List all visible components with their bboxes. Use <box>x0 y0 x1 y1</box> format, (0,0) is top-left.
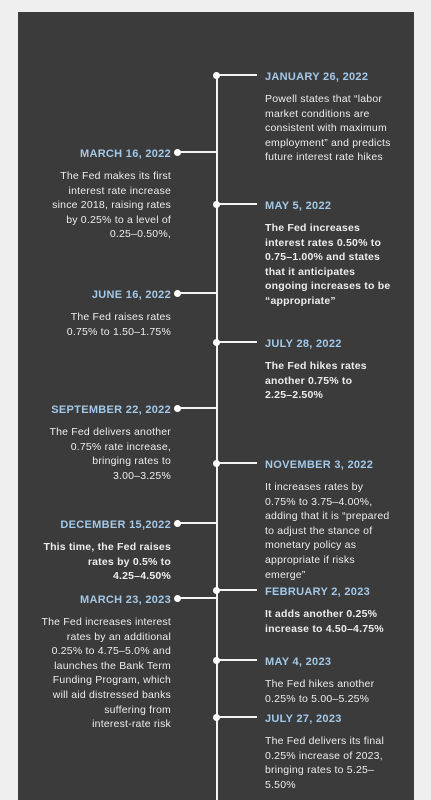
event-text: 4.25–4.50% <box>112 570 171 583</box>
event-text: bringing rates to 5.25– <box>265 764 375 777</box>
node-dot <box>174 519 181 527</box>
event-text: It increases rates by <box>265 481 364 493</box>
connector <box>178 407 218 409</box>
event-text: The Fed hikes rates <box>265 360 367 372</box>
connector <box>178 522 218 524</box>
event-text: interest rate increase <box>68 184 171 197</box>
event-text: The Fed makes its first <box>60 170 171 182</box>
event-text: since 2018, raising rates <box>52 199 171 212</box>
node-dot <box>174 148 181 156</box>
connector <box>178 597 218 599</box>
node-dot <box>213 71 220 79</box>
event-text: another 0.75% to <box>265 374 353 387</box>
event-date: JULY 27, 2023 <box>265 713 342 725</box>
event-text: 3.00–3.25% <box>112 469 171 482</box>
event-text: Funding Program, which <box>52 674 171 687</box>
event-text: launches the Bank Term <box>54 659 171 672</box>
node-dot <box>174 594 181 602</box>
connector <box>217 341 257 343</box>
event-text: The Fed hikes another <box>265 678 375 690</box>
connector <box>217 203 257 205</box>
event-text: future interest rate hikes <box>265 151 383 164</box>
node-dot <box>174 289 181 297</box>
event-text: bringing rates to <box>92 455 171 468</box>
connector <box>178 151 218 153</box>
event-text: increase to 4.50–4.75% <box>265 622 384 635</box>
event-text: 0.75% to 1.50–1.75% <box>66 325 171 338</box>
node-dot <box>213 459 220 467</box>
event-text: The Fed raises rates <box>70 311 171 323</box>
event-date: FEBRUARY 2, 2023 <box>265 586 371 598</box>
event-text: interest-rate risk <box>92 718 171 731</box>
event-text: emerge” <box>265 568 306 581</box>
event-text: 0.25% to 5.00–5.25% <box>265 692 370 705</box>
event-text: 0.25–0.50%, <box>109 228 171 241</box>
event-text: 0.25% increase of 2023, <box>265 749 383 762</box>
node-dot <box>213 338 220 346</box>
event-text: employment” and predicts <box>265 136 391 149</box>
connector <box>217 589 257 591</box>
node-dot <box>174 404 181 412</box>
event-date: MARCH 16, 2022 <box>79 148 171 160</box>
event-text: by 0.25% to a level of <box>66 213 171 226</box>
event-date: JANUARY 26, 2022 <box>265 71 369 83</box>
node-dot <box>213 586 220 594</box>
event-text: rates by 0.5% to <box>87 555 171 568</box>
node-dot <box>213 656 220 664</box>
event-date: JULY 28, 2022 <box>265 338 342 350</box>
event-text: Powell states that “labor <box>265 93 383 105</box>
event-text: 0.75–1.00% and states <box>265 251 381 264</box>
event-text: It adds another 0.25% <box>265 608 378 620</box>
event-text: “appropriate” <box>265 295 336 307</box>
event-date: SEPTEMBER 22, 2022 <box>51 404 171 416</box>
event-text: 0.25% to 4.75–5.0% and <box>51 645 171 658</box>
event-text: 5.50% <box>265 778 296 791</box>
event-text: This time, the Fed raises <box>43 541 171 553</box>
event-date: JUNE 16, 2022 <box>91 289 171 301</box>
event-text: that it anticipates <box>265 265 356 278</box>
event-text: The Fed delivers its final <box>265 735 384 747</box>
event-text: ongoing increases to be <box>265 280 391 293</box>
event-text: consistent with maximum <box>265 122 387 135</box>
event-text: market conditions are <box>265 107 370 120</box>
event-text: The Fed increases interest <box>41 616 171 628</box>
node-dot <box>213 713 220 721</box>
node-dot <box>213 200 220 208</box>
event-text: The Fed increases <box>265 222 361 234</box>
event-text: adding that it is “prepared <box>265 510 390 523</box>
connector <box>178 292 218 294</box>
event-text: rates by an additional <box>66 630 171 643</box>
event-text: 2.25–2.50% <box>265 389 324 402</box>
connector <box>217 659 257 661</box>
event-text: appropriate if risks <box>265 554 355 566</box>
event-date: MARCH 23, 2023 <box>79 594 171 606</box>
event-text: interest rates 0.50% to <box>265 236 382 249</box>
connector <box>217 74 257 76</box>
event-text: suffering from <box>104 703 171 716</box>
event-date: NOVEMBER 3, 2022 <box>265 459 374 471</box>
event-date: DECEMBER 15,2022 <box>60 519 171 531</box>
event-text: will aid distressed banks <box>52 689 171 701</box>
event-text: monetary policy as <box>265 539 357 552</box>
connector <box>217 716 257 718</box>
event-text: 0.75% rate increase, <box>70 440 171 453</box>
event-date: MAY 4, 2023 <box>265 656 332 668</box>
event-text: The Fed delivers another <box>49 426 171 438</box>
event-text: 0.75% to 3.75–4.00%, <box>265 495 373 508</box>
timeline-spine <box>216 75 218 800</box>
event-date: MAY 5, 2022 <box>265 200 332 212</box>
connector <box>217 462 257 464</box>
event-text: to adjust the stance of <box>265 524 373 537</box>
